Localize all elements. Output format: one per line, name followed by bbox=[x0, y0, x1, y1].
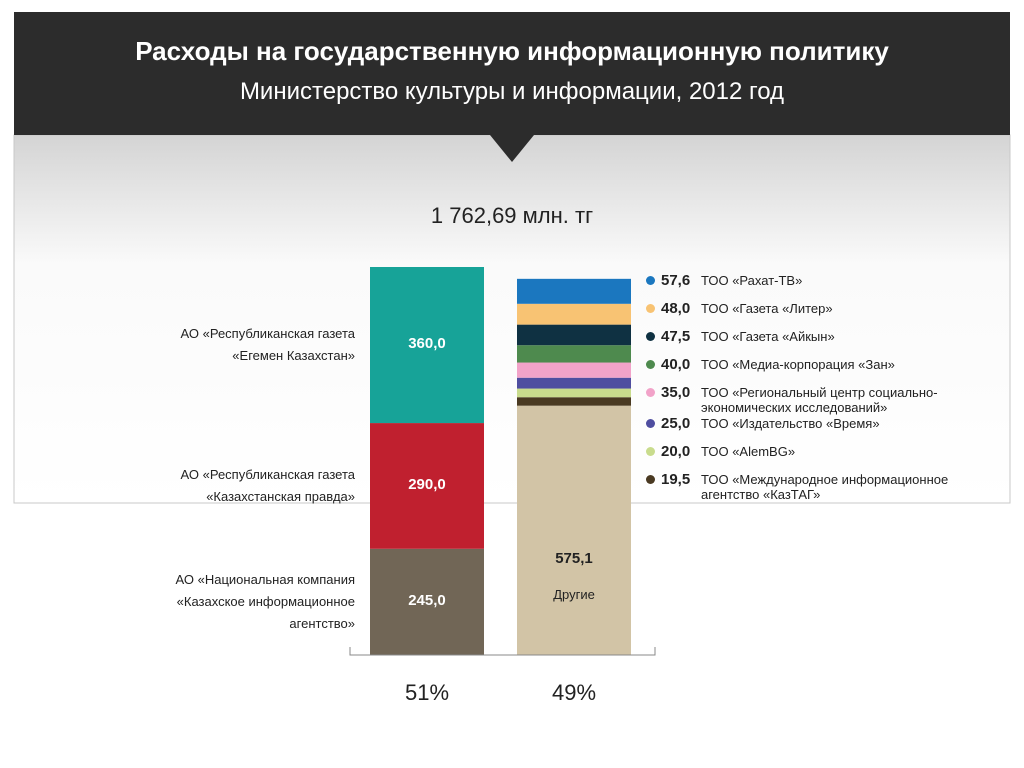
segment-value-label: 245,0 bbox=[408, 591, 446, 609]
legend-item: 40,0 ТОО «Медиа-корпорация «Зан» bbox=[640, 356, 1010, 384]
legend-item: 19,5 ТОО «Международное информационное аг… bbox=[640, 471, 1010, 502]
legend-item: 25,0 ТОО «Издательство «Время» bbox=[640, 415, 1010, 443]
legend-marker bbox=[646, 388, 655, 397]
legend-value: 35,0 bbox=[661, 384, 691, 401]
legend-marker bbox=[646, 332, 655, 341]
share-label: 49% bbox=[551, 680, 597, 705]
legend-name: ТОО «Медиа-корпорация «Зан» bbox=[701, 357, 895, 372]
header bbox=[14, 12, 1010, 135]
legend-item: 48,0 ТОО «Газета «Литер» bbox=[640, 300, 1010, 328]
legend-marker bbox=[646, 447, 655, 456]
bar-segment bbox=[517, 405, 631, 655]
legend-name: ТОО «Газета «Айкын» bbox=[701, 329, 835, 344]
segment-value-label: 360,0 bbox=[408, 335, 446, 353]
legend-item: 35,0 ТОО «Региональный центр социально-эк… bbox=[640, 384, 1010, 415]
bar-segment bbox=[517, 397, 631, 406]
bar-segment bbox=[370, 548, 484, 655]
legend-value: 57,6 bbox=[661, 272, 691, 289]
panel bbox=[13, 134, 1011, 504]
bar-segment bbox=[517, 324, 631, 346]
legend-marker bbox=[646, 360, 655, 369]
legend-item: 20,0 ТОО «AlemBG» bbox=[640, 443, 1010, 471]
legend-value: 19,5 bbox=[661, 471, 691, 488]
legend-name: ТОО «AlemBG» bbox=[701, 444, 796, 459]
segment-value-label: 290,0 bbox=[408, 475, 446, 493]
bar-segment bbox=[517, 345, 631, 363]
legend-name: ТОО «Международное информационное агентс… bbox=[701, 472, 949, 502]
segment-name: АО «Республиканская газета «Егемен Казах… bbox=[180, 326, 356, 364]
bar-segment bbox=[370, 267, 484, 424]
legend-value: 47,5 bbox=[661, 328, 691, 345]
bracket bbox=[349, 647, 656, 656]
subtitle: Министерство культуры и информации, 2012… bbox=[239, 78, 785, 105]
legend-value: 25,0 bbox=[661, 415, 691, 432]
segment-name: АО «Национальная компания «Казахское инф… bbox=[175, 571, 355, 631]
legend-item: 57,6 ТОО «Рахат-ТВ» bbox=[640, 272, 1010, 300]
legend: 57,6 ТОО «Рахат-ТВ» 48,0 ТОО «Газета «Литер… bbox=[640, 272, 1010, 502]
bar-segment bbox=[517, 278, 631, 304]
legend-name: ТОО «Региональный центр социально-эконом… bbox=[701, 385, 938, 415]
segment-name: АО «Республиканская газета «Казахстанска… bbox=[180, 466, 356, 504]
legend-marker bbox=[646, 475, 655, 484]
legend-value: 48,0 bbox=[661, 300, 691, 317]
legend-name: ТОО «Рахат-ТВ» bbox=[701, 273, 803, 288]
share-label: 51% bbox=[404, 680, 450, 705]
bar-segment bbox=[517, 362, 631, 378]
legend-name: ТОО «Издательство «Время» bbox=[701, 416, 880, 431]
bar-segment bbox=[370, 423, 484, 549]
bar-segment bbox=[517, 388, 631, 398]
legend-value: 20,0 bbox=[661, 443, 691, 460]
legend-name: ТОО «Газета «Литер» bbox=[701, 301, 833, 316]
legend-value: 40,0 bbox=[661, 356, 691, 373]
title: Расходы на государственную информационну… bbox=[135, 36, 889, 66]
bar-segment bbox=[517, 303, 631, 325]
segment-value-label: 575,1 bbox=[555, 550, 593, 567]
total-label: 1 762,69 млн. тг bbox=[430, 203, 594, 228]
legend-marker bbox=[646, 419, 655, 428]
segment-name: Другие bbox=[553, 587, 595, 602]
legend-marker bbox=[646, 304, 655, 313]
header-pointer bbox=[490, 135, 534, 162]
legend-item: 47,5 ТОО «Газета «Айкын» bbox=[640, 328, 1010, 356]
bar-segment bbox=[517, 377, 631, 389]
legend-marker bbox=[646, 276, 655, 285]
